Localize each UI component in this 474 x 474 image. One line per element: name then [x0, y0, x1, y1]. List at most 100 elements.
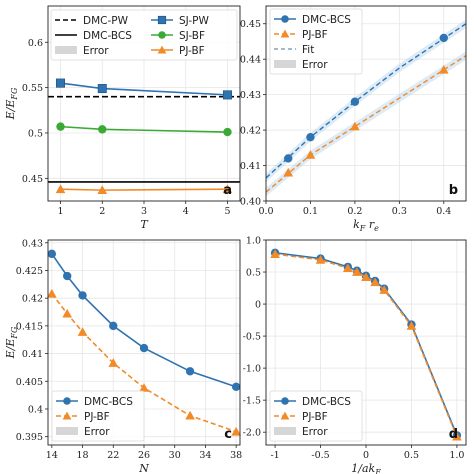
- y-tick-label: 0.5: [28, 128, 43, 139]
- legend-item: Error: [274, 59, 328, 71]
- data-point: [55, 184, 66, 194]
- data-point: [139, 383, 149, 392]
- x-tick-label: 26: [138, 450, 150, 461]
- data-point: [139, 343, 149, 353]
- y-tick-label: 0.45: [240, 19, 261, 30]
- legend-label: PJ-BF: [302, 411, 328, 423]
- x-tick-label: -1: [270, 450, 279, 461]
- data-point: [222, 90, 232, 100]
- data-point: [97, 84, 107, 94]
- legend-marker: [157, 15, 167, 25]
- legend-item: DMC-BCS: [274, 14, 351, 26]
- x-tick-label: 18: [77, 450, 89, 461]
- legend-item: PJ-BF: [274, 411, 328, 423]
- y-tick-label: -0.5: [243, 332, 261, 343]
- axes-frame: [47, 239, 241, 446]
- data-point: [231, 426, 241, 436]
- data-point: [231, 382, 241, 392]
- legend-item: Error: [274, 426, 328, 438]
- legend-item: DMC-BCS: [55, 30, 132, 42]
- legend-marker: [280, 29, 290, 38]
- legend-label: Error: [302, 59, 328, 71]
- data-point: [283, 167, 294, 177]
- y-tick-label: 0.415: [16, 321, 43, 332]
- legend-item: SJ-BF: [151, 30, 205, 42]
- data-point: [438, 64, 449, 74]
- legend-box: [269, 8, 363, 75]
- legend-label: Error: [84, 426, 110, 438]
- y-tick-label: 0.6: [28, 38, 43, 49]
- x-tick-label: 0.0: [258, 206, 273, 217]
- data-point: [406, 321, 417, 330]
- y-tick-label: 1.0: [246, 236, 261, 247]
- legend-label: DMC-BCS: [84, 396, 133, 408]
- legend-label: DMC-BCS: [83, 30, 132, 42]
- y-tick-label: 0.42: [240, 126, 261, 137]
- x-tick-label: 30: [169, 450, 181, 461]
- legend-item: Error: [56, 426, 110, 438]
- legend-swatch: [56, 427, 78, 435]
- data-point: [62, 308, 73, 318]
- y-tick-label: 0.42: [22, 294, 43, 305]
- data-point: [306, 132, 315, 142]
- data-point: [98, 125, 107, 134]
- legend-item: PJ-BF: [151, 45, 205, 57]
- panel-label: b: [449, 183, 458, 198]
- legend-item: DMC-BCS: [274, 396, 351, 408]
- panel-b: 0.0 0.1 0.2 0.3 0.4 0.40 0.41 0.42 0.43 0.44 0.45 b…: [240, 5, 467, 233]
- x-tick-label: 0.1: [303, 206, 318, 217]
- legend: DMC-BCS PJ-BF Fit Error: [269, 8, 363, 75]
- y-tick-label: 0.5: [246, 268, 261, 279]
- panel-c: 14 18 22 26 30 34 38 0.395 0.4 0.405 0.41 0.415 0.42…: [4, 238, 242, 474]
- data-point: [361, 272, 371, 282]
- legend-item: SJ-PW: [151, 15, 210, 27]
- legend-swatch: [274, 60, 296, 68]
- panel-d: -1 -0.5 0 0.5 1.0 -2.0 -1.5 -1.0 -0.5 0 0.5 1.0 d 1/a…: [243, 236, 467, 474]
- legend-box: [50, 9, 238, 61]
- legend-marker: [281, 15, 289, 23]
- legend: DMC-PW SJ-PW DMC-BCS SJ-BF Error PJ-BF: [50, 9, 238, 61]
- x-tick-label: 38: [230, 450, 242, 461]
- series-line-pj-bf: [60, 188, 228, 191]
- series-line-pj-bf: [274, 253, 458, 437]
- legend-marker: [280, 411, 290, 420]
- y-tick-label: 0.425: [16, 266, 43, 277]
- y-tick-label: 0.41: [240, 161, 261, 172]
- data-point: [452, 431, 462, 441]
- data-point: [439, 33, 448, 43]
- legend-marker: [62, 411, 72, 420]
- legend-label: Error: [302, 426, 328, 438]
- legend-label: Fit: [302, 44, 314, 56]
- x-tick-label: 14: [46, 450, 58, 461]
- data-point: [342, 263, 353, 273]
- x-tick-label: 5: [224, 206, 230, 217]
- legend-item: PJ-BF: [274, 29, 328, 41]
- data-point: [62, 271, 72, 281]
- x-tick-label: 0.5: [404, 450, 419, 461]
- legend-marker: [157, 45, 167, 54]
- y-tick-label: 0.40: [240, 197, 261, 208]
- x-tick-label: 4: [183, 206, 189, 217]
- data-point: [97, 185, 108, 194]
- legend-label: PJ-BF: [302, 29, 328, 41]
- legend-swatch: [274, 427, 296, 435]
- y-tick-label: 0.43: [22, 238, 43, 249]
- data-point: [284, 154, 293, 163]
- y-tick-label: 0.45: [22, 174, 43, 185]
- panel-label: c: [224, 427, 232, 442]
- x-tick-label: 34: [199, 450, 211, 461]
- data-point: [108, 358, 119, 367]
- axes-frame: [47, 5, 241, 202]
- y-tick-label: -1.5: [243, 396, 261, 407]
- y-tick-label: 0.395: [16, 432, 43, 443]
- x-tick-label: 0.3: [392, 206, 407, 217]
- legend-marker: [158, 31, 166, 39]
- data-point: [77, 327, 88, 336]
- y-tick-label: 0.44: [240, 55, 261, 66]
- x-tick-label: 2: [99, 206, 105, 217]
- legend-label: PJ-BF: [179, 45, 205, 57]
- data-point: [185, 410, 195, 420]
- data-point: [379, 285, 390, 294]
- x-tick-label: 0: [363, 450, 369, 461]
